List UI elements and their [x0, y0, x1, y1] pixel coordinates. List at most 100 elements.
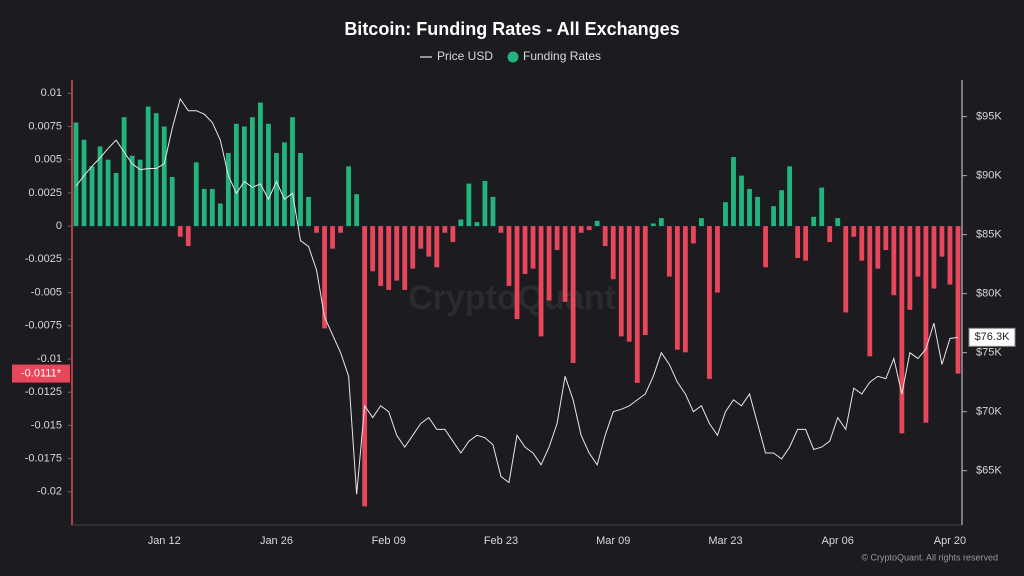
x-tick-label: Jan 12 — [148, 535, 181, 547]
y-tick-label: -0.02 — [37, 486, 62, 498]
bar — [658, 218, 664, 227]
bar — [105, 159, 111, 227]
bar — [915, 226, 921, 277]
bar — [177, 226, 183, 237]
y-tick-label: -0.0175 — [25, 452, 62, 464]
bar — [562, 226, 568, 302]
legend-label: Price USD — [437, 49, 493, 63]
bar — [442, 226, 448, 233]
bar — [819, 187, 825, 227]
legend-label: Funding Rates — [523, 49, 601, 63]
bar — [282, 142, 287, 227]
bar — [466, 183, 472, 227]
bar — [522, 226, 528, 274]
bar — [875, 226, 881, 269]
bar — [266, 123, 271, 227]
bar — [274, 153, 279, 227]
bar — [690, 226, 696, 244]
bar — [330, 226, 335, 249]
funding-label-box — [12, 364, 70, 383]
bar — [434, 226, 440, 268]
bar — [306, 196, 311, 227]
bar — [241, 126, 247, 227]
y2-tick-label: $70K — [976, 406, 1002, 418]
bar — [811, 216, 817, 227]
bar — [410, 226, 416, 269]
bar — [506, 226, 512, 286]
bar — [634, 226, 640, 383]
bar — [418, 226, 424, 249]
bar — [618, 226, 624, 337]
bar — [907, 226, 913, 310]
bar — [715, 226, 720, 293]
bar — [674, 226, 680, 350]
bar — [939, 226, 945, 257]
bar — [546, 226, 552, 301]
credit: © CryptoQuant. All rights reserved — [861, 552, 998, 562]
bar — [378, 226, 384, 286]
y2-tick-label: $80K — [976, 288, 1002, 300]
bar — [731, 157, 736, 227]
bar — [747, 188, 752, 227]
price-line — [75, 97, 959, 495]
bar — [803, 226, 809, 261]
bar — [947, 226, 953, 285]
bar — [883, 226, 889, 251]
bar — [129, 155, 135, 227]
bar — [867, 226, 873, 357]
bar — [771, 206, 776, 227]
x-tick-label: Jan 26 — [260, 535, 293, 547]
bar — [891, 226, 897, 296]
bar — [570, 226, 576, 363]
bar — [699, 218, 704, 227]
y-tick-label: -0.005 — [31, 286, 62, 298]
bar — [795, 226, 801, 258]
bar — [554, 226, 560, 251]
bar — [89, 166, 95, 227]
bar — [955, 226, 961, 374]
y-tick-label: 0.0025 — [28, 187, 62, 199]
bar — [354, 194, 360, 227]
bar — [899, 226, 905, 434]
bar — [338, 226, 344, 233]
bar — [666, 226, 672, 277]
bar — [586, 226, 592, 231]
y-tick-label: 0 — [56, 220, 62, 232]
x-tick-label: Feb 09 — [372, 535, 406, 547]
bar — [402, 226, 408, 290]
y2-tick-label: $90K — [976, 170, 1002, 182]
bar — [739, 175, 744, 227]
bar — [538, 226, 544, 337]
bar — [233, 123, 239, 227]
y2-tick-label: $95K — [976, 110, 1002, 122]
y-tick-label: 0.005 — [34, 154, 62, 166]
bar — [209, 188, 215, 227]
bar — [779, 190, 784, 227]
bar — [498, 226, 504, 233]
chart-title: Bitcoin: Funding Rates - All Exchanges — [344, 19, 679, 39]
bar — [370, 226, 376, 272]
bar — [169, 176, 175, 227]
bar — [362, 226, 368, 507]
bar — [851, 226, 857, 237]
bar — [835, 218, 841, 227]
bar — [394, 226, 400, 281]
bar — [225, 153, 231, 227]
bar — [290, 117, 295, 227]
bar — [482, 180, 488, 227]
bar — [193, 162, 199, 227]
bar — [859, 226, 865, 261]
y-tick-label: 0.01 — [41, 87, 62, 99]
bar — [185, 226, 191, 247]
bar — [650, 223, 656, 227]
bar — [931, 226, 937, 289]
bar — [201, 188, 207, 227]
funding-label: -0.0111* — [21, 367, 62, 379]
x-tick-label: Apr 20 — [934, 535, 966, 547]
y-tick-label: -0.01 — [37, 353, 62, 365]
bar — [258, 102, 263, 227]
bar — [153, 113, 159, 227]
y2-tick-label: $75K — [976, 347, 1002, 359]
